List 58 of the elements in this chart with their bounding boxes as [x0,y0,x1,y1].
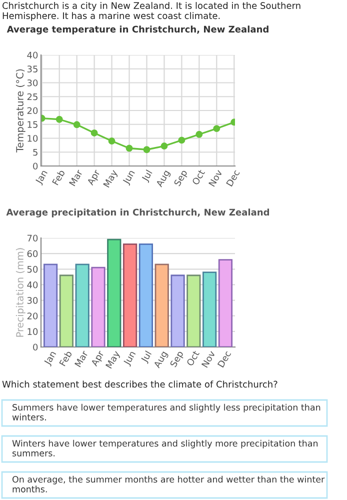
point [196,130,203,138]
y-tick-label: 0 [33,162,38,170]
y-axis-title: Precipitation (mm) [16,248,26,337]
x-tick-label: Jan [34,170,49,186]
point [143,146,150,154]
x-tick-label: Jul [140,350,154,364]
x-tick-label: Feb [52,169,66,186]
bar [170,274,185,347]
y-tick-label: 30 [27,79,38,86]
text: On average, the summer months are hotter and wetter than the winter months. [12,476,325,492]
x-tick-label: Jun [123,350,138,367]
text: Summers have lower temperatures and slightly less precipitation than winters. [12,404,320,420]
bar [202,272,217,347]
y-tick-label: 0 [33,344,38,351]
x-tick-label: Feb [58,350,72,366]
y-tick-label: 60 [27,250,38,258]
chart-title: Average precipitation in Christchurch, New Zealand [6,208,270,218]
point [213,125,220,132]
chart-title: Average temperature in Christchurch, New Zealand [6,26,268,34]
y-tick-label: 35 [27,66,38,72]
point [178,136,186,144]
bar [107,238,122,347]
point [73,121,80,128]
text: Christchurch is a city in New Zealand. It is located in the Southern Hemisphere. It has a marine west coast climate. [2,2,300,21]
bar [122,244,138,347]
y-tick-label: 50 [27,266,38,273]
bar [218,259,233,347]
bar [138,244,154,347]
bar [186,274,201,347]
y-tick-label: 40 [27,281,38,288]
bar [43,264,58,347]
point [90,130,98,136]
bar [75,264,90,347]
point [108,138,116,144]
point [56,116,63,123]
x-tick-label: Jun [122,170,136,186]
x-tick-label: Jul [141,170,154,183]
y-tick-label: 20 [27,312,38,320]
x-tick-label: Oct [192,169,206,186]
bar [59,274,74,347]
y-tick-label: 40 [27,52,38,59]
point [126,144,133,152]
text: Which statement best describes the climate of Christchurch? [2,380,278,388]
bar [154,264,169,347]
y-tick-label: 5 [33,148,38,156]
y-axis-title: Temperature (°C) [16,69,26,152]
text: Winters have lower temperatures and slightly more precipitation than summers. [12,440,318,456]
y-tick-label: 20 [27,107,38,114]
y-tick-label: 30 [27,297,38,304]
x-tick-label: Oct [186,350,200,366]
bar [91,266,106,347]
y-tick-label: 10 [28,134,38,142]
y-tick-label: 70 [27,234,38,242]
y-tick-label: 25 [27,93,38,100]
y-tick-label: 15 [28,121,38,128]
x-tick-label: Jan [44,350,58,367]
y-tick-label: 10 [28,328,38,335]
point [160,142,168,150]
